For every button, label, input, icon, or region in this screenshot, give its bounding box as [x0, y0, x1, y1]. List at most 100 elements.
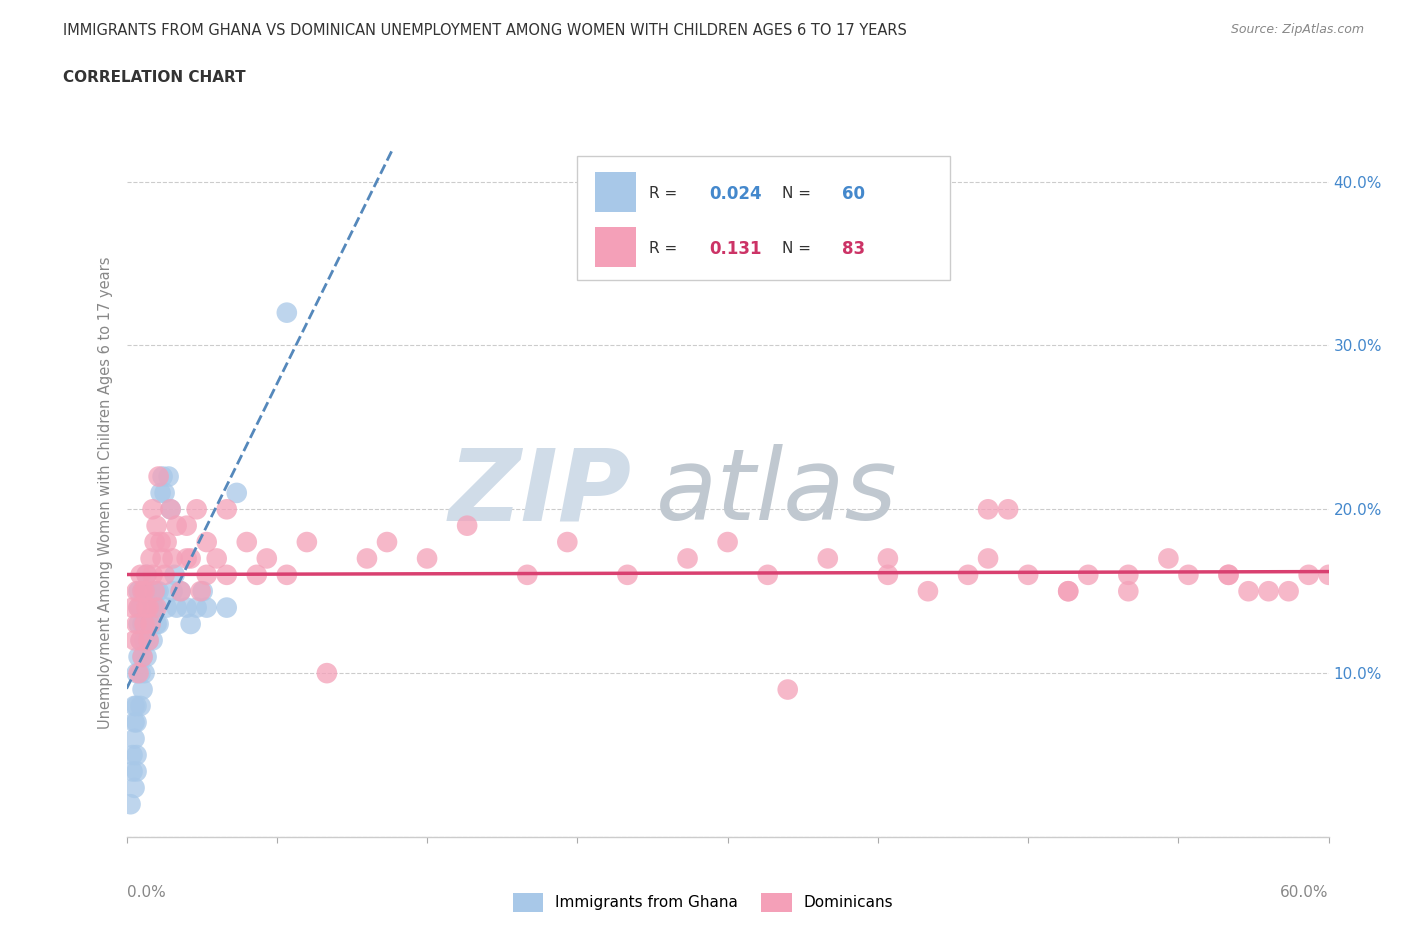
Point: [676, 551, 699, 565]
Point: [557, 535, 579, 550]
Point: [134, 666, 156, 681]
Point: [180, 617, 202, 631]
Point: [997, 502, 1019, 517]
Point: [125, 764, 148, 779]
Point: [1218, 567, 1240, 582]
Point: [225, 485, 247, 500]
Point: [191, 584, 214, 599]
Point: [195, 567, 218, 582]
Point: [124, 780, 146, 795]
Point: [162, 551, 184, 565]
Point: [134, 633, 156, 648]
Point: [134, 617, 156, 631]
Point: [817, 551, 839, 565]
Text: 0.0%: 0.0%: [127, 885, 166, 900]
Point: [215, 600, 238, 615]
Point: [135, 649, 157, 664]
Text: 60.0%: 60.0%: [1281, 885, 1329, 900]
Point: [195, 600, 218, 615]
Point: [143, 535, 166, 550]
Text: ZIP: ZIP: [449, 445, 631, 541]
Point: [716, 535, 740, 550]
Point: [142, 502, 165, 517]
Point: [456, 518, 478, 533]
Point: [129, 600, 152, 615]
Point: [128, 600, 150, 615]
Point: [176, 518, 198, 533]
Point: [129, 698, 152, 713]
Point: [295, 535, 318, 550]
Point: [131, 649, 153, 664]
Point: [139, 584, 162, 599]
Point: [215, 502, 238, 517]
Point: [145, 617, 167, 631]
Point: [125, 666, 148, 681]
Text: N =: N =: [782, 241, 815, 256]
Point: [121, 600, 143, 615]
Point: [1077, 567, 1099, 582]
Point: [135, 567, 157, 582]
Point: [153, 567, 176, 582]
Point: [155, 535, 177, 550]
Point: [616, 567, 638, 582]
Point: [134, 584, 156, 599]
Point: [155, 600, 177, 615]
Point: [142, 633, 165, 648]
Point: [148, 584, 170, 599]
Point: [1218, 567, 1240, 582]
Point: [138, 600, 160, 615]
Point: [131, 682, 153, 697]
Point: [124, 715, 146, 730]
Point: [152, 551, 174, 565]
Point: [149, 485, 172, 500]
Point: [1057, 584, 1080, 599]
Point: [276, 567, 298, 582]
FancyBboxPatch shape: [595, 171, 637, 212]
Point: [128, 600, 150, 615]
Text: R =: R =: [650, 186, 682, 201]
Point: [180, 551, 202, 565]
Text: 0.131: 0.131: [710, 240, 762, 258]
Point: [756, 567, 779, 582]
Point: [139, 617, 162, 631]
Point: [124, 698, 146, 713]
Point: [315, 666, 337, 681]
Point: [186, 600, 208, 615]
Point: [246, 567, 269, 582]
Point: [776, 682, 799, 697]
Point: [129, 666, 152, 681]
Point: [149, 535, 172, 550]
Point: [159, 502, 181, 517]
Point: [138, 633, 160, 648]
Point: [131, 617, 153, 631]
Point: [375, 535, 398, 550]
Point: [163, 567, 186, 582]
Point: [125, 698, 148, 713]
Point: [356, 551, 378, 565]
Point: [124, 633, 146, 648]
Point: [195, 535, 218, 550]
Point: [129, 633, 152, 648]
Point: [1157, 551, 1180, 565]
Point: [131, 584, 153, 599]
Point: [138, 600, 160, 615]
Point: [145, 600, 167, 615]
Point: [1177, 567, 1199, 582]
Point: [176, 551, 198, 565]
Point: [917, 584, 939, 599]
Point: [153, 485, 176, 500]
Point: [877, 551, 900, 565]
Point: [162, 584, 184, 599]
Point: [128, 649, 150, 664]
Point: [121, 748, 143, 763]
Text: 60: 60: [842, 184, 865, 203]
Text: IMMIGRANTS FROM GHANA VS DOMINICAN UNEMPLOYMENT AMONG WOMEN WITH CHILDREN AGES 6: IMMIGRANTS FROM GHANA VS DOMINICAN UNEMP…: [63, 23, 907, 38]
Point: [131, 649, 153, 664]
Point: [977, 502, 1000, 517]
Point: [139, 551, 162, 565]
Y-axis label: Unemployment Among Women with Children Ages 6 to 17 years: Unemployment Among Women with Children A…: [98, 257, 114, 729]
Point: [121, 764, 143, 779]
Point: [276, 305, 298, 320]
Point: [125, 584, 148, 599]
Point: [129, 633, 152, 648]
